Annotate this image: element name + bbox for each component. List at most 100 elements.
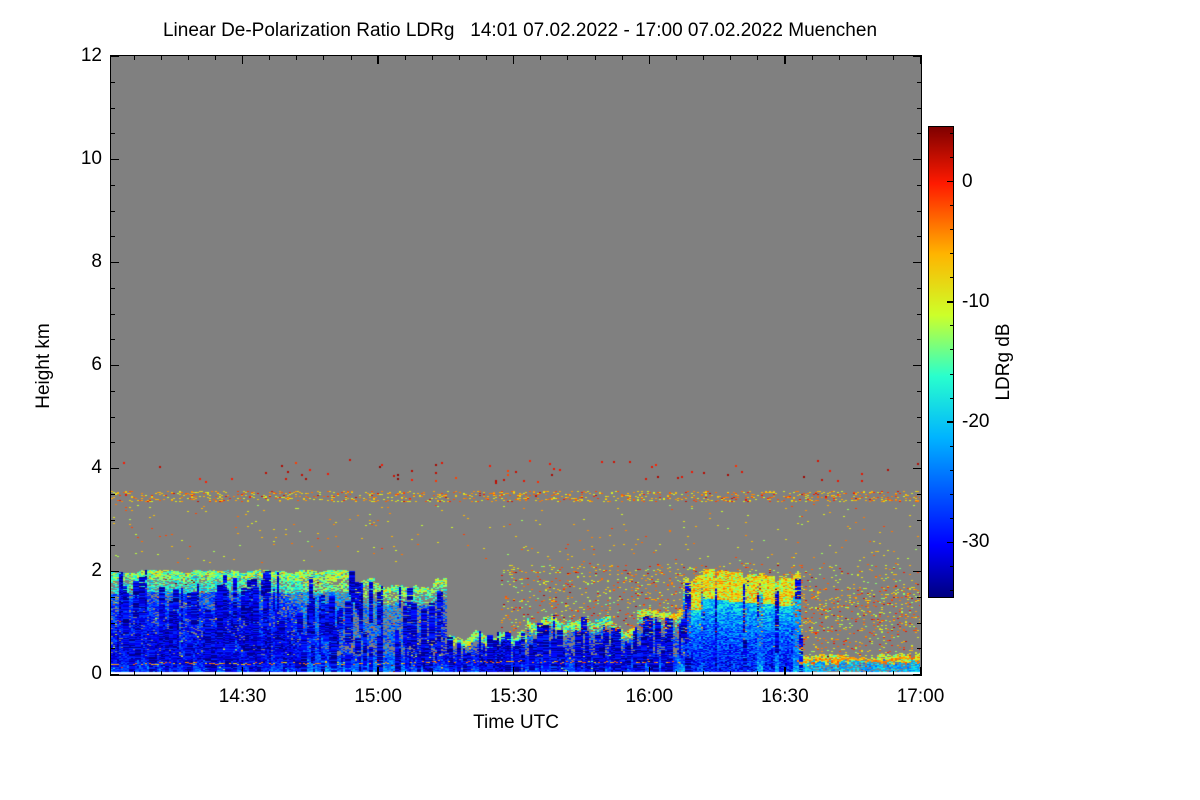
axis-tick-mark	[110, 390, 115, 392]
axis-tick-mark	[459, 55, 460, 60]
axis-tick-mark	[110, 493, 115, 495]
axis-tick-mark	[917, 287, 922, 289]
axis-tick-mark	[913, 261, 922, 264]
axis-tick-mark	[486, 55, 488, 60]
axis-tick-mark	[950, 157, 954, 159]
axis-tick-mark	[917, 442, 922, 444]
axis-tick-mark	[214, 55, 216, 60]
axis-tick-mark	[187, 671, 189, 676]
axis-tick-mark	[950, 469, 954, 471]
axis-tick-mark	[296, 671, 298, 676]
axis-tick-mark	[784, 55, 786, 64]
axis-tick-mark	[323, 55, 325, 60]
x-axis-tick-label: 17:00	[896, 686, 945, 707]
axis-tick-mark	[917, 416, 922, 418]
axis-tick-mark	[917, 519, 922, 521]
axis-tick-mark	[110, 55, 119, 58]
axis-tick-mark	[917, 133, 922, 135]
axis-tick-mark	[917, 648, 922, 650]
axis-tick-mark	[838, 671, 840, 676]
axis-tick-mark	[110, 107, 115, 109]
axis-tick-mark	[486, 671, 488, 676]
axis-tick-mark	[917, 210, 922, 212]
axis-tick-mark	[459, 671, 460, 676]
axis-tick-mark	[811, 671, 813, 676]
colorbar-tick-label: -30	[962, 531, 990, 553]
axis-tick-mark	[950, 229, 954, 231]
axis-tick-mark	[431, 671, 433, 676]
axis-tick-mark	[110, 158, 119, 161]
axis-tick-mark	[160, 671, 162, 676]
axis-tick-mark	[917, 596, 922, 598]
axis-tick-mark	[567, 55, 569, 60]
y-axis-tick-label: 6	[91, 353, 102, 375]
axis-tick-mark	[950, 517, 954, 519]
axis-tick-mark	[950, 277, 954, 279]
axis-tick-mark	[110, 236, 115, 238]
y-axis-tick-label: 4	[91, 456, 102, 478]
x-axis-tick-label: 16:00	[625, 686, 674, 707]
axis-tick-mark	[110, 545, 115, 547]
axis-tick-mark	[917, 390, 922, 392]
axis-tick-mark	[730, 55, 732, 60]
axis-tick-mark	[513, 671, 515, 676]
axis-tick-mark	[913, 570, 922, 573]
axis-tick-mark	[110, 596, 115, 598]
axis-tick-mark	[913, 55, 922, 58]
axis-tick-mark	[947, 421, 954, 423]
axis-tick-mark	[950, 565, 954, 567]
axis-tick-mark	[919, 55, 922, 64]
axis-tick-mark	[703, 55, 705, 60]
x-axis-tick-label: 15:30	[489, 686, 538, 707]
axis-tick-mark	[917, 236, 922, 238]
axis-tick-mark	[917, 81, 922, 83]
axis-tick-mark	[950, 397, 954, 399]
axis-tick-mark	[913, 467, 922, 470]
axis-tick-mark	[621, 671, 623, 676]
colorbar-tick-label: -10	[962, 290, 990, 312]
axis-tick-mark	[950, 373, 954, 375]
y-axis-tick-label: 10	[80, 147, 102, 169]
colorbar	[928, 126, 954, 598]
axis-tick-mark	[110, 648, 115, 650]
axis-tick-mark	[404, 55, 406, 60]
axis-tick-mark	[110, 339, 115, 341]
axis-tick-mark	[110, 210, 115, 212]
axis-tick-mark	[350, 671, 352, 676]
axis-tick-mark	[110, 81, 115, 83]
heatmap-data-canvas	[111, 56, 920, 674]
axis-tick-mark	[648, 55, 650, 60]
axis-tick-mark	[917, 339, 922, 341]
axis-tick-mark	[110, 570, 119, 573]
colorbar-label: LDRg dB	[993, 323, 1014, 401]
axis-tick-mark	[757, 671, 759, 676]
x-axis-tick-label: 14:30	[218, 686, 267, 707]
axis-tick-mark	[187, 55, 189, 60]
axis-tick-mark	[917, 493, 922, 495]
x-axis-label: Time UTC	[473, 712, 559, 733]
axis-tick-mark	[892, 671, 894, 676]
axis-tick-mark	[431, 55, 433, 60]
axis-tick-mark	[323, 671, 325, 676]
axis-tick-mark	[947, 180, 954, 183]
axis-tick-mark	[675, 671, 677, 676]
axis-tick-mark	[950, 133, 954, 134]
axis-tick-mark	[110, 261, 119, 264]
axis-tick-mark	[110, 364, 119, 367]
axis-tick-mark	[214, 671, 216, 676]
colorbar-tick-label: -20	[962, 411, 990, 433]
axis-tick-mark	[917, 545, 922, 547]
ldr-heatmap-axes	[110, 55, 922, 676]
axis-tick-mark	[947, 541, 954, 544]
axis-tick-mark	[950, 253, 954, 255]
axis-tick-mark	[730, 671, 732, 676]
axis-tick-mark	[133, 55, 135, 60]
axis-tick-mark	[757, 55, 759, 60]
axis-tick-mark	[950, 325, 954, 327]
axis-tick-mark	[110, 622, 115, 624]
axis-tick-mark	[133, 671, 135, 676]
y-axis-tick-label: 2	[91, 559, 102, 581]
axis-tick-mark	[269, 671, 271, 676]
axis-tick-mark	[377, 671, 379, 676]
colorbar-gradient	[929, 127, 953, 597]
